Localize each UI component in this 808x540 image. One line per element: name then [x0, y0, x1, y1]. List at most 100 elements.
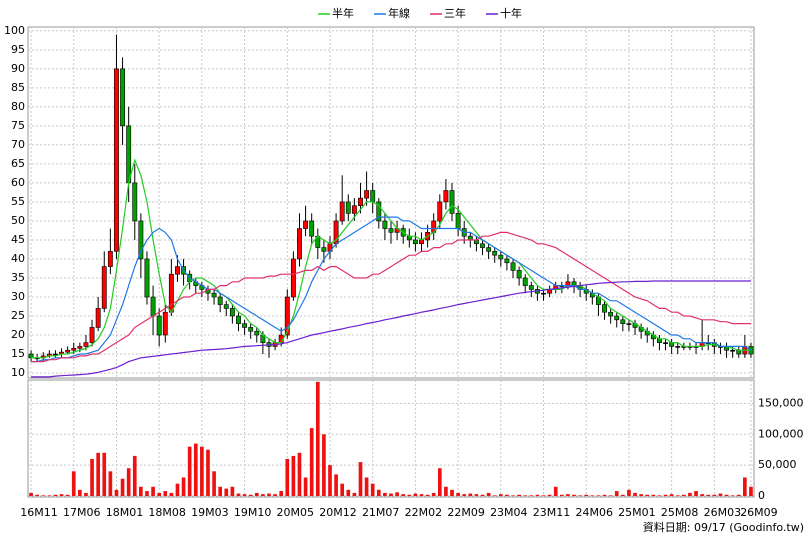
- y-tick-label: 25: [11, 309, 25, 322]
- volume-bar: [578, 495, 582, 496]
- volume-bar: [71, 471, 76, 496]
- volume-bar: [657, 495, 662, 496]
- volume-bar: [376, 489, 381, 496]
- candle-body: [132, 182, 138, 222]
- volume-bar: [437, 468, 442, 496]
- volume-bar: [108, 471, 113, 496]
- volume-bar: [718, 493, 723, 496]
- y-tick-label: 100: [4, 24, 25, 37]
- volume-bar: [285, 458, 290, 496]
- volume-bar: [169, 492, 174, 496]
- volume-bar: [474, 494, 479, 496]
- x-tick-label: 19M03: [191, 506, 229, 519]
- candle-body: [345, 201, 351, 214]
- volume-bar: [151, 486, 155, 496]
- x-tick-label: 23M04: [490, 506, 528, 519]
- y-tick-label: 65: [11, 157, 25, 170]
- x-tick-label: 26M09: [740, 506, 778, 519]
- volume-bar: [114, 489, 119, 496]
- candle-body: [248, 327, 254, 332]
- volume-bar: [370, 483, 375, 496]
- candle-body: [144, 258, 150, 298]
- volume-bar: [462, 494, 467, 496]
- volume-bar: [224, 488, 229, 496]
- volume-bar: [419, 494, 424, 496]
- candle-body: [614, 315, 620, 321]
- volume-bar: [706, 494, 711, 496]
- candle-body: [168, 273, 174, 313]
- volume-bar: [541, 495, 546, 496]
- volume-bar: [566, 494, 570, 496]
- x-tick-label: 22M09: [447, 506, 485, 519]
- candle-body: [376, 201, 382, 222]
- candle-body: [71, 348, 77, 351]
- volume-bar: [651, 494, 656, 496]
- volume-bar: [425, 494, 430, 496]
- candle-body: [28, 353, 34, 359]
- y2-tick-label: 50,000: [758, 458, 797, 471]
- candle-body: [528, 285, 534, 290]
- volume-bar: [132, 455, 137, 496]
- y2-tick-label: 0: [758, 489, 765, 502]
- candle-body: [53, 353, 58, 356]
- candle-body: [498, 254, 504, 260]
- volume-bar: [450, 489, 454, 496]
- candle-body: [370, 190, 376, 203]
- candle-body: [486, 247, 492, 252]
- candle-body: [382, 220, 388, 229]
- candle-body: [223, 304, 229, 309]
- candle-body: [217, 296, 223, 305]
- volume-bar: [352, 492, 357, 496]
- volume-bar: [468, 493, 473, 496]
- y-tick-label: 70: [11, 138, 25, 151]
- volume-bar: [675, 495, 680, 496]
- candle-body: [626, 323, 632, 325]
- volume-bar: [645, 494, 650, 496]
- ma-line: [31, 231, 751, 363]
- x-tick-label: 19M10: [234, 506, 272, 519]
- volume-bar: [90, 458, 94, 496]
- price-panel: [27, 26, 755, 379]
- x-tick-label: 20M05: [277, 506, 315, 519]
- y2-tick-label: 100,000: [758, 427, 804, 440]
- volume-bar: [633, 492, 637, 496]
- x-tick-label: 18M08: [148, 506, 186, 519]
- volume-bar: [596, 495, 601, 496]
- volume-bar: [41, 495, 46, 496]
- candle-body: [321, 247, 327, 252]
- y-tick-label: 80: [11, 100, 25, 113]
- volume-bar: [663, 494, 668, 496]
- volume-bar: [181, 477, 186, 496]
- y-tick-label: 15: [11, 347, 25, 360]
- candle-body: [126, 125, 132, 184]
- volume-bar: [126, 468, 131, 496]
- y-tick-label: 40: [11, 252, 25, 265]
- candle-body: [175, 266, 180, 275]
- volume-bar: [322, 434, 326, 496]
- volume-bar: [498, 494, 503, 496]
- candle-body: [443, 190, 449, 203]
- candle-body: [95, 308, 101, 328]
- volume-bar: [749, 486, 753, 496]
- volume-bar: [267, 493, 271, 496]
- candle-body: [211, 292, 217, 298]
- legend-label: 半年: [332, 6, 354, 20]
- volume-bar: [389, 493, 393, 496]
- volume-bar: [358, 462, 363, 496]
- ma-line: [31, 158, 751, 359]
- volume-bar: [621, 494, 625, 496]
- volume-bar: [608, 495, 613, 496]
- y-tick-label: 20: [11, 328, 25, 341]
- candle-body: [480, 243, 485, 248]
- volume-bar: [65, 494, 70, 496]
- volume-bar: [572, 494, 576, 496]
- legend: 半年 年線 三年 十年: [318, 6, 522, 20]
- source-note: 資料日期: 09/17 (Goodinfo.tw): [643, 520, 804, 534]
- volume-bar: [669, 494, 674, 496]
- candle-body: [120, 68, 125, 127]
- volume-bar: [273, 494, 277, 496]
- volume-bar: [553, 486, 558, 496]
- y-tick-label: 90: [11, 62, 25, 75]
- volume-bar: [59, 494, 64, 496]
- candle-body: [65, 349, 71, 353]
